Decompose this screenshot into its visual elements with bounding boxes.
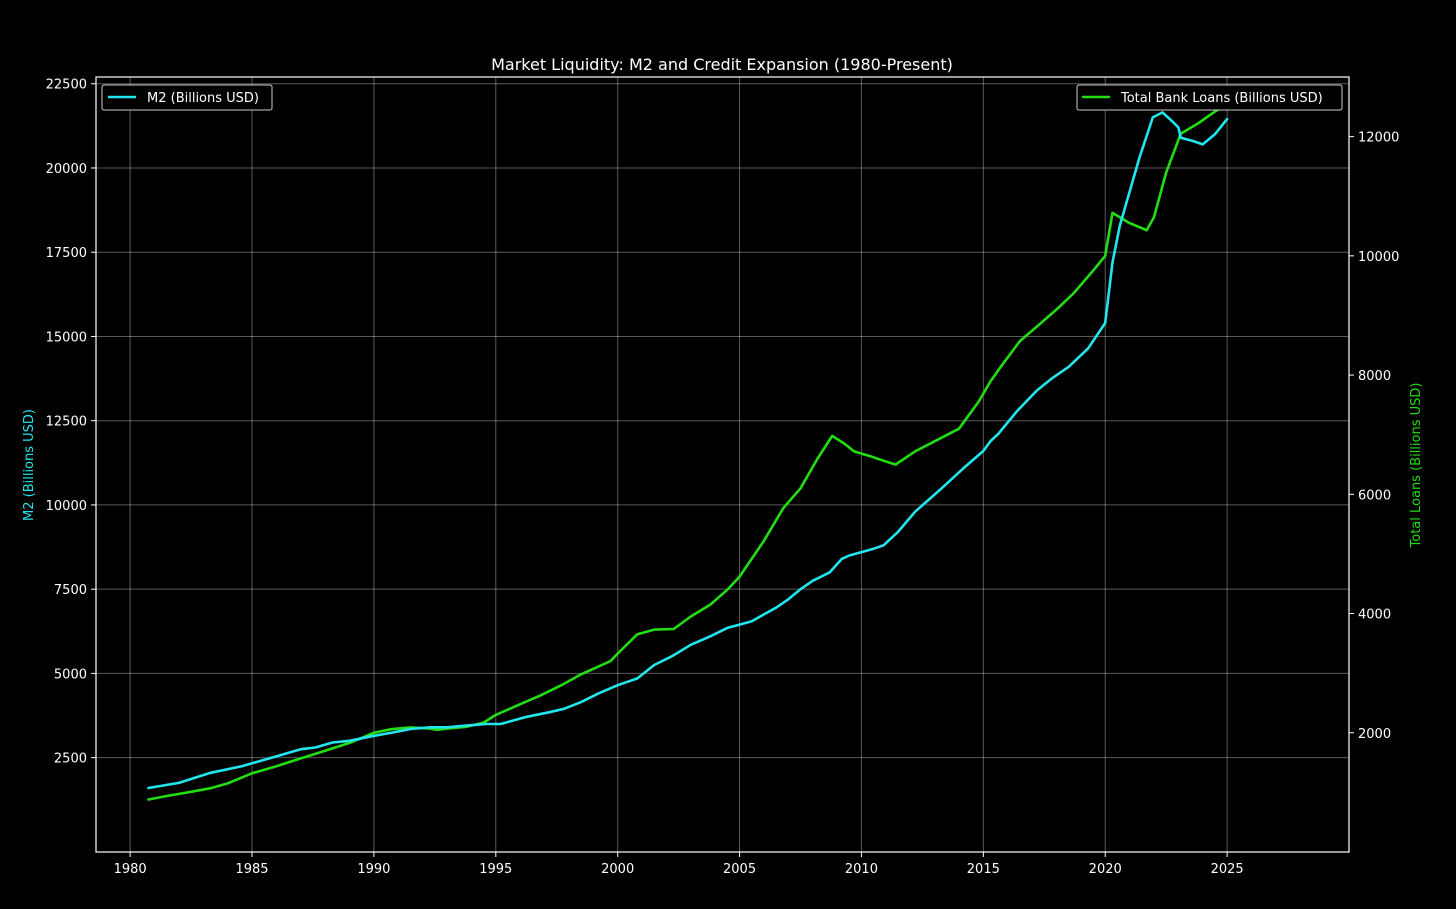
- legend-loans: Total Bank Loans (Billions USD): [1076, 84, 1343, 111]
- legend-loans-box: [1076, 84, 1343, 111]
- left-y-tick-label: 12500: [46, 415, 87, 430]
- x-tick-label: 1990: [357, 862, 390, 877]
- left-y-tick-label: 22500: [46, 78, 87, 93]
- series-layer: [147, 102, 1229, 801]
- x-axis: 1980 1985 1990 1995 2000 2005 2010 2015 2020 2025: [114, 852, 1244, 877]
- plot-frame: [95, 76, 1350, 853]
- left-y-axis-label: M2 (Billions USD): [22, 409, 37, 521]
- x-tick-label: 1985: [235, 862, 268, 877]
- right-y-tick-label: 12000: [1358, 131, 1399, 146]
- x-tick-label: 2005: [723, 862, 756, 877]
- right-y-tick-label: 8000: [1358, 369, 1391, 384]
- x-tick-label: 2010: [845, 862, 878, 877]
- legend-m2-label: M2 (Billions USD): [147, 91, 259, 106]
- left-y-tick-label: 10000: [46, 499, 87, 514]
- left-y-tick-label: 20000: [46, 162, 87, 177]
- left-y-tick-label: 15000: [46, 330, 87, 345]
- right-y-tick-label: 6000: [1358, 488, 1391, 503]
- left-y-tick-label: 17500: [46, 246, 87, 261]
- left-y-axis: 2500 5000 7500 10000 12500 15000 17500 20000 225…: [46, 78, 96, 767]
- left-y-tick-label: 2500: [54, 752, 87, 767]
- left-y-tick-label: 5000: [54, 667, 87, 682]
- x-tick-label: 2015: [967, 862, 1000, 877]
- right-y-tick-label: 4000: [1358, 608, 1391, 623]
- x-tick-label: 2025: [1211, 862, 1244, 877]
- legend-m2: M2 (Billions USD): [101, 84, 273, 111]
- series-m2-line: [147, 111, 1229, 790]
- x-tick-label: 2000: [601, 862, 634, 877]
- right-y-axis: 2000 4000 6000 8000 10000 12000: [1349, 131, 1399, 742]
- right-y-tick-label: 2000: [1358, 727, 1391, 742]
- left-y-tick-label: 7500: [54, 583, 87, 598]
- right-y-tick-label: 10000: [1358, 250, 1399, 265]
- legend-m2-box: [101, 84, 273, 111]
- chart-title: Market Liquidity: M2 and Credit Expansio…: [491, 55, 953, 74]
- legend-loans-label: Total Bank Loans (Billions USD): [1120, 91, 1323, 106]
- right-y-axis-label: Total Loans (Billions USD): [1409, 383, 1424, 549]
- series-bank-loans-line: [147, 102, 1229, 801]
- x-tick-label: 2020: [1089, 862, 1122, 877]
- x-tick-label: 1995: [479, 862, 512, 877]
- x-tick-label: 1980: [114, 862, 147, 877]
